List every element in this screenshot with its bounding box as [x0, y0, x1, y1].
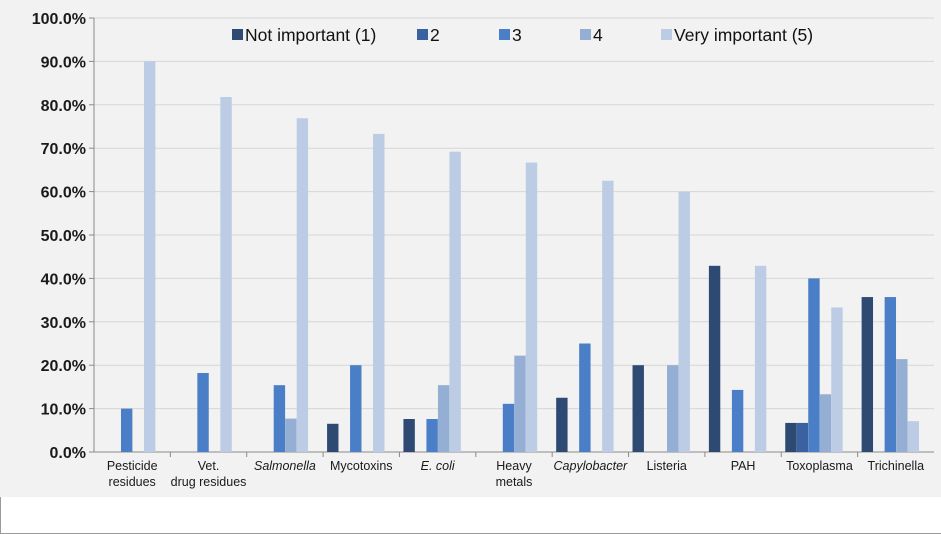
bar-listeria-not-important-1 — [632, 365, 644, 452]
legend-label-very-important-5: Very important (5) — [674, 25, 813, 45]
bar-mycotoxins-not-important-1 — [327, 423, 339, 452]
bar-capylobacter-very-important-5 — [602, 180, 614, 452]
bar-e-coli-very-important-5 — [449, 151, 461, 452]
bar-trichinella-4 — [896, 359, 908, 452]
y-tick-label: 30.0% — [41, 315, 86, 332]
legend-swatch-not-important-1 — [232, 29, 243, 40]
bar-pah-not-important-1 — [708, 265, 721, 452]
x-tick-label: Salmonella — [254, 459, 316, 473]
legend-label-not-important-1: Not important (1) — [245, 25, 376, 45]
legend-label-3: 3 — [512, 25, 522, 45]
bar-capylobacter-not-important-1 — [556, 397, 568, 452]
bar-toxoplasma-very-important-5 — [831, 307, 843, 452]
bar-e-coli-not-important-1 — [403, 419, 415, 452]
bar-salmonella-4 — [285, 418, 297, 452]
legend-swatch-4 — [580, 29, 591, 40]
bar-mycotoxins-3 — [350, 365, 362, 452]
bar-toxoplasma-3 — [808, 278, 820, 452]
y-tick-label: 10.0% — [41, 402, 86, 419]
bar-heavy-metals-very-important-5 — [525, 162, 538, 452]
y-tick-label: 90.0% — [41, 54, 86, 71]
legend-swatch-3 — [499, 29, 510, 40]
bar-listeria-very-important-5 — [678, 191, 690, 452]
y-tick-label: 20.0% — [41, 358, 86, 375]
legend-swatch-2 — [417, 29, 428, 40]
bar-capylobacter-3 — [579, 343, 591, 452]
bar-pesticide-residues-very-important-5 — [143, 61, 156, 453]
y-tick-label: 100.0% — [32, 11, 86, 28]
bar-e-coli-3 — [426, 419, 438, 452]
bar-vet-drug-residues-3 — [197, 373, 209, 452]
x-tick-label: Trichinella — [868, 459, 925, 473]
legend-label-4: 4 — [593, 25, 603, 45]
bar-trichinella-3 — [884, 297, 897, 452]
legend-label-2: 2 — [430, 25, 440, 45]
bar-heavy-metals-3 — [502, 403, 515, 452]
x-tick-label: E. coli — [421, 459, 456, 473]
bar-trichinella-not-important-1 — [861, 297, 874, 452]
bar-pah-very-important-5 — [754, 265, 767, 452]
bar-trichinella-very-important-5 — [907, 421, 920, 452]
bar-salmonella-3 — [273, 385, 286, 452]
y-tick-label: 50.0% — [41, 228, 86, 245]
x-tick-label: Toxoplasma — [786, 459, 853, 473]
bar-toxoplasma-not-important-1 — [785, 422, 797, 452]
bar-salmonella-very-important-5 — [296, 118, 309, 452]
y-tick-label: 70.0% — [41, 141, 86, 158]
x-tick-label: Mycotoxins — [330, 459, 393, 473]
x-tick-label: Vet. drug residues — [171, 459, 247, 489]
y-tick-label: 40.0% — [41, 271, 86, 288]
y-tick-label: 60.0% — [41, 185, 86, 202]
bar-pah-3 — [731, 389, 744, 452]
y-tick-label: 80.0% — [41, 98, 86, 115]
bar-toxoplasma-4 — [819, 394, 832, 452]
x-tick-label: Pesticide residues — [107, 459, 158, 489]
x-tick-label: Capylobacter — [554, 459, 628, 473]
x-tick-label: Heavy metals — [496, 459, 533, 489]
legend-swatch-very-important-5 — [661, 29, 672, 40]
x-tick-label: Listeria — [647, 459, 687, 473]
bar-vet-drug-residues-very-important-5 — [220, 96, 232, 452]
chart-background — [0, 0, 941, 497]
x-tick-label: PAH — [731, 459, 756, 473]
bar-mycotoxins-very-important-5 — [373, 133, 385, 453]
bar-listeria-4 — [667, 365, 679, 452]
bar-pesticide-residues-3 — [120, 408, 133, 452]
bar-e-coli-4 — [437, 385, 450, 452]
bar-heavy-metals-4 — [514, 355, 526, 452]
bar-toxoplasma-2 — [796, 422, 809, 452]
y-tick-label: 0.0% — [50, 445, 86, 462]
